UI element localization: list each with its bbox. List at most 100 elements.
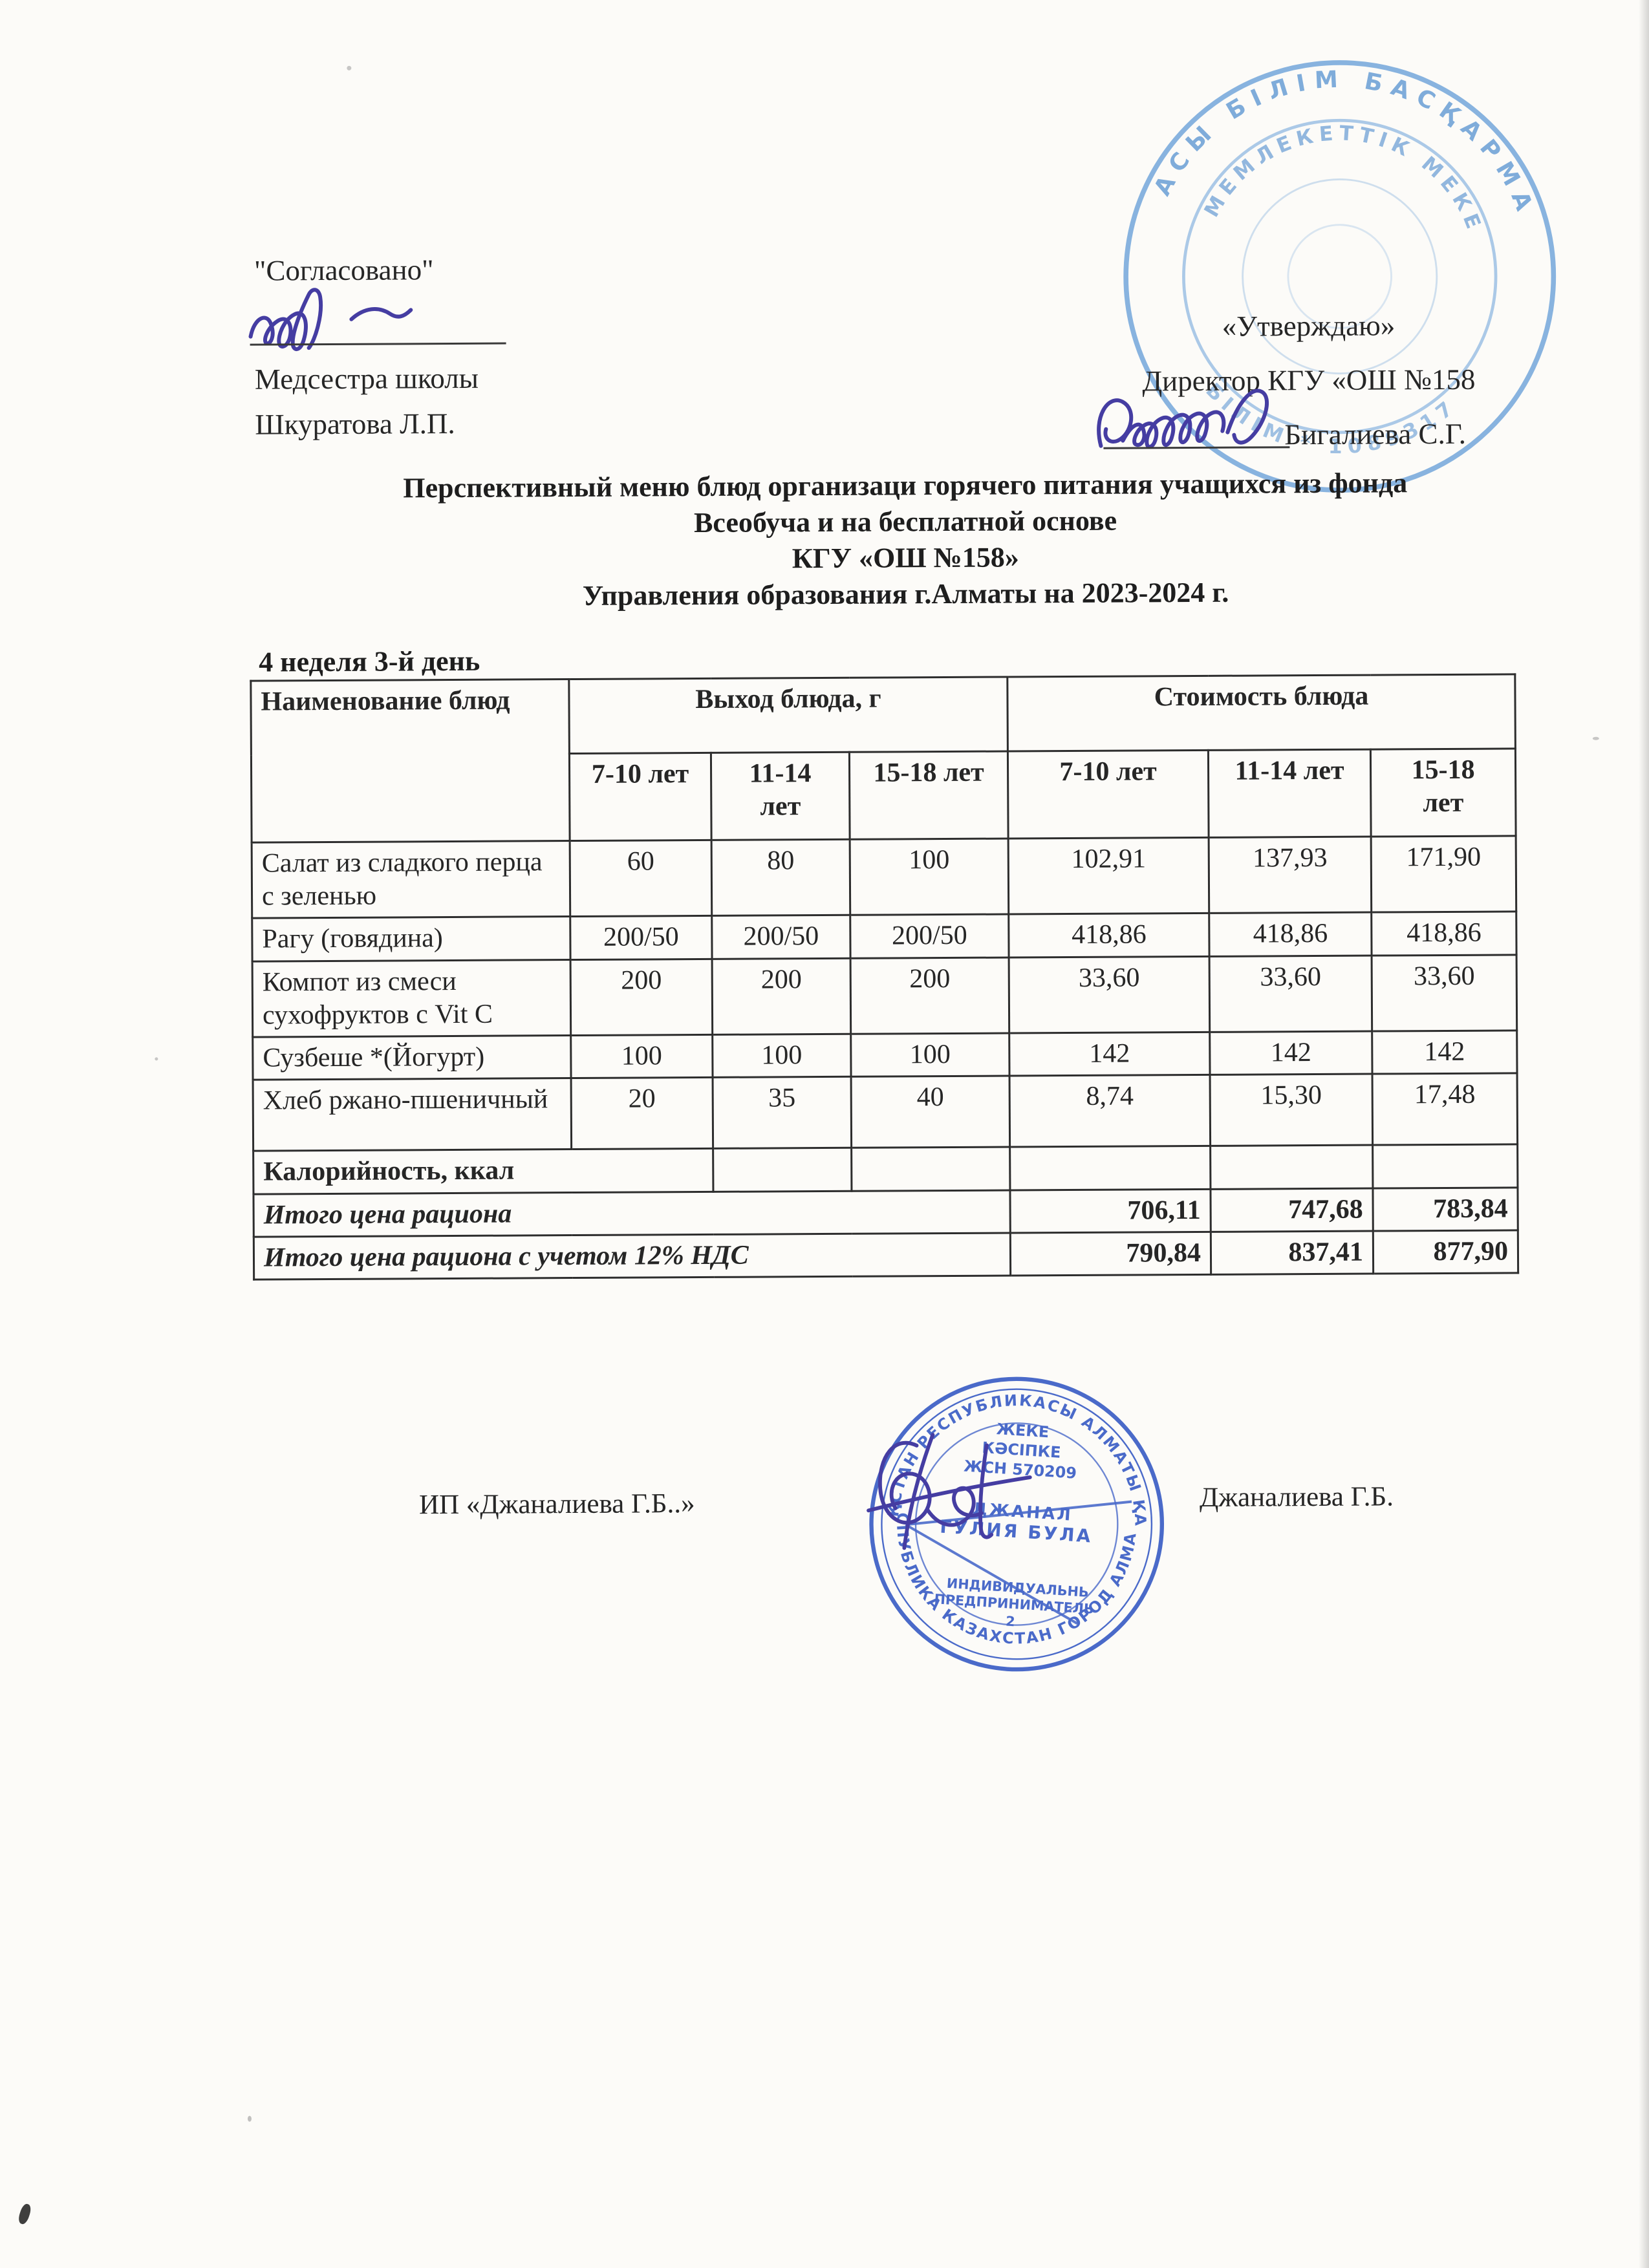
title-line: Управления образования г.Алматы на 2023-… xyxy=(582,576,1229,612)
table-row: Сузбеше *(Йогурт) 100 100 100 142 142 14… xyxy=(252,1031,1518,1080)
stamp-emblem-ring xyxy=(1242,178,1438,375)
stamp-outer-ring xyxy=(869,1376,1165,1672)
price-value: 15,30 xyxy=(1210,1074,1373,1146)
total-vat-value: 837,41 xyxy=(1211,1230,1374,1275)
table-row: Рагу (говядина) 200/50 200/50 200/50 418… xyxy=(252,912,1517,961)
output-value: 200 xyxy=(712,957,851,1035)
output-value: 200 xyxy=(570,959,713,1036)
empty-cell xyxy=(1009,1146,1211,1190)
price-value: 17,48 xyxy=(1372,1073,1518,1146)
output-value: 200 xyxy=(850,957,1009,1034)
price-value: 142 xyxy=(1209,1031,1373,1075)
price-value: 142 xyxy=(1009,1032,1211,1076)
price-value: 142 xyxy=(1372,1031,1518,1075)
stamp-second-ring xyxy=(881,1388,1153,1660)
stamp-inner-ring xyxy=(1182,118,1498,434)
school-round-stamp: АСЫ БІЛІМ БАСҚАРМА МЕМЛЕКЕТТІК МЕКЕ БІЛІ… xyxy=(1123,53,1557,493)
entrepreneur-label: ИП «Джаналиева Г.Б..» xyxy=(418,1488,695,1521)
scan-speck xyxy=(1592,736,1599,740)
total-row: Итого цена рациона 706,11 747,68 783,84 xyxy=(253,1187,1518,1237)
entrepreneur-name: Джаналиева Г.Б. xyxy=(1199,1481,1394,1513)
output-value: 35 xyxy=(713,1076,852,1149)
total-vat-value: 790,84 xyxy=(1010,1232,1211,1276)
price-value: 33,60 xyxy=(1372,954,1517,1032)
output-value: 40 xyxy=(851,1076,1010,1148)
agreed-label: "Согласовано" xyxy=(253,253,434,287)
total-value: 747,68 xyxy=(1210,1188,1374,1232)
total-vat-label: Итого цена рациона с учетом 12% НДС xyxy=(253,1232,1011,1280)
output-value: 200/50 xyxy=(570,915,713,960)
nurse-role: Медсестра школы xyxy=(254,361,479,396)
total-label: Итого цена рациона xyxy=(253,1190,1011,1237)
price-value: 33,60 xyxy=(1209,955,1372,1032)
price-value: 8,74 xyxy=(1009,1075,1211,1148)
dish-name: Сузбеше *(Йогурт) xyxy=(252,1035,572,1080)
table-header-row: Наименование блюд Выход блюда, г Стоимос… xyxy=(250,674,1516,843)
col-header-dish-name: Наименование блюд xyxy=(250,679,570,843)
age-header: 11-14 лет xyxy=(711,752,850,840)
age-header: 11-14 лет xyxy=(1208,749,1372,838)
output-value: 100 xyxy=(570,1034,713,1078)
approve-label: «Утверждаю» xyxy=(1222,309,1396,343)
total-value: 783,84 xyxy=(1372,1187,1518,1231)
output-value: 200/50 xyxy=(711,915,851,959)
dish-name: Рагу (говядина) xyxy=(252,917,571,961)
empty-cell xyxy=(713,1148,852,1192)
col-header-output: Выход блюда, г xyxy=(568,677,1008,754)
director-name: Бигалиева С.Г. xyxy=(1284,417,1467,451)
table-row: Компот из смеси сухофруктов с Vit C 200 … xyxy=(252,954,1517,1038)
director-signature xyxy=(1097,389,1269,449)
output-value: 80 xyxy=(711,839,850,916)
stamp-emblem-core xyxy=(1287,224,1392,329)
age-header: 15-18 лет xyxy=(849,751,1009,840)
entrepreneur-round-stamp: ҚАЗАҚСТАН РЕСПУБЛИКАСЫ АЛМАТЫ ҚАЛАСЫ РЕС… xyxy=(852,1360,1165,1672)
title-line: Всеобуча и на бесплатной основе xyxy=(693,504,1117,539)
price-value: 418,86 xyxy=(1209,912,1372,957)
output-value: 100 xyxy=(850,1033,1010,1077)
stamp-arc-inner-text: МЕМЛЕКЕТТІК МЕКЕ xyxy=(1200,113,1494,239)
output-value: 200/50 xyxy=(850,914,1009,958)
table-row: Хлеб ржано-пшеничный 20 35 40 8,74 15,30… xyxy=(253,1073,1518,1151)
dish-name: Салат из сладкого перца с зеленью xyxy=(252,840,570,919)
col-header-cost: Стоимость блюда xyxy=(1007,674,1516,752)
price-value: 418,86 xyxy=(1371,912,1517,956)
dish-name: Компот из смеси сухофруктов с Vit C xyxy=(252,959,571,1038)
calories-label: Калорийность, ккал xyxy=(253,1148,713,1194)
calories-row: Калорийность, ккал xyxy=(253,1144,1518,1194)
price-value: 102,91 xyxy=(1008,837,1209,915)
price-value: 418,86 xyxy=(1008,913,1210,957)
output-value: 60 xyxy=(570,840,712,917)
nurse-name: Шкуратова Л.П. xyxy=(255,407,455,441)
stamp-band-line xyxy=(905,1500,1132,1526)
price-value: 137,93 xyxy=(1209,837,1372,914)
total-vat-row: Итого цена рациона с учетом 12% НДС 790,… xyxy=(253,1230,1518,1280)
output-value: 100 xyxy=(712,1034,852,1078)
stamp-line-zheke: ЖЕКЕ xyxy=(996,1420,1050,1441)
dish-name: Хлеб ржано-пшеничный xyxy=(253,1078,572,1151)
week-day-caption: 4 неделя 3-й день xyxy=(259,645,480,678)
empty-cell xyxy=(851,1147,1010,1191)
age-header: 7-10 лет xyxy=(569,753,712,841)
age-header: 7-10 лет xyxy=(1008,750,1209,839)
title-line: КГУ «ОШ №158» xyxy=(792,541,1019,575)
document-title: Перспективный меню блюд организаци горяч… xyxy=(255,464,1556,616)
menu-table: Наименование блюд Выход блюда, г Стоимос… xyxy=(250,673,1519,1280)
stamp-line-number: 2 xyxy=(1005,1613,1015,1629)
nurse-signature xyxy=(248,288,413,352)
stamp-outer-ring xyxy=(1123,60,1557,493)
total-vat-value: 877,90 xyxy=(1373,1230,1518,1274)
price-value: 171,90 xyxy=(1371,835,1516,913)
stamp-band-line xyxy=(905,1523,1078,1625)
title-line: Перспективный меню блюд организаци горяч… xyxy=(403,467,1408,504)
scan-speck xyxy=(347,65,352,70)
price-value: 33,60 xyxy=(1009,956,1210,1034)
table-row: Салат из сладкого перца с зеленью 60 80 … xyxy=(252,835,1516,919)
output-value: 20 xyxy=(571,1077,713,1150)
empty-cell xyxy=(1372,1144,1518,1188)
age-header: 15-18 лет xyxy=(1370,748,1516,837)
scan-speck xyxy=(247,2115,252,2122)
entrepreneur-signature xyxy=(867,1433,1032,1550)
scan-speck xyxy=(155,1057,158,1061)
